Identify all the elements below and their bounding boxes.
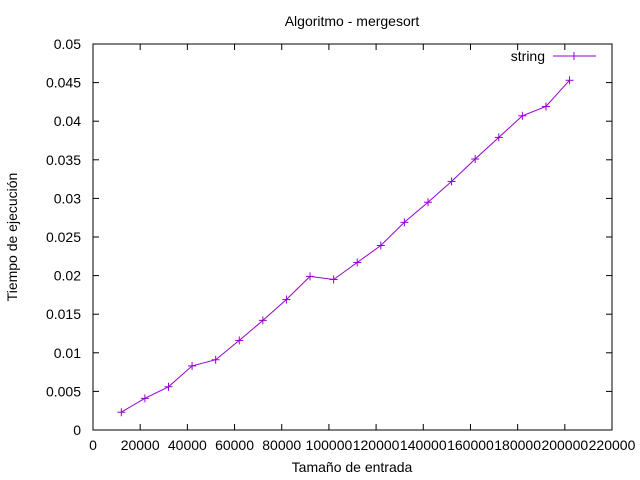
x-axis-ticks: 0 20000 40000 60000 80000 100000 120000 140000 1… bbox=[89, 44, 636, 453]
y-tick-label: 0.04 bbox=[54, 113, 81, 129]
data-point bbox=[117, 408, 126, 417]
data-point bbox=[518, 111, 527, 120]
x-axis-label: Tamaño de entrada bbox=[292, 459, 413, 475]
data-point bbox=[565, 76, 574, 85]
data-point bbox=[353, 258, 362, 267]
data-point bbox=[400, 218, 409, 227]
y-tick-label: 0.035 bbox=[46, 152, 81, 168]
y-tick-label: 0.025 bbox=[46, 229, 81, 245]
legend-marker bbox=[570, 52, 578, 60]
data-point bbox=[494, 133, 503, 142]
y-tick-label: 0.045 bbox=[46, 75, 81, 91]
series-line-string bbox=[121, 79, 570, 413]
y-tick-label: 0.03 bbox=[54, 190, 81, 206]
data-point bbox=[164, 382, 173, 391]
x-tick-label: 180000 bbox=[494, 437, 541, 453]
data-point bbox=[423, 198, 432, 207]
data-point bbox=[211, 355, 220, 364]
x-tick-label: 160000 bbox=[447, 437, 494, 453]
x-tick-label: 60000 bbox=[215, 437, 254, 453]
data-point bbox=[447, 177, 456, 186]
data-point bbox=[329, 275, 338, 284]
legend: string bbox=[511, 48, 596, 64]
y-tick-label: 0.02 bbox=[54, 268, 81, 284]
x-tick-label: 0 bbox=[89, 437, 97, 453]
data-point bbox=[306, 272, 315, 281]
data-point bbox=[140, 394, 149, 403]
data-point bbox=[376, 241, 385, 250]
chart-title: Algoritmo - mergesort bbox=[285, 13, 420, 29]
data-point bbox=[282, 295, 291, 304]
x-tick-label: 80000 bbox=[262, 437, 301, 453]
y-axis-ticks: 0 0.005 0.01 0.015 0.02 0.025 0.03 0.035 0.04 0.0… bbox=[46, 36, 612, 438]
x-tick-label: 220000 bbox=[589, 437, 636, 453]
x-tick-label: 200000 bbox=[541, 437, 588, 453]
x-tick-label: 20000 bbox=[121, 437, 160, 453]
data-point bbox=[258, 316, 267, 325]
x-tick-label: 100000 bbox=[306, 437, 353, 453]
y-tick-label: 0 bbox=[73, 422, 81, 438]
data-point bbox=[235, 336, 244, 345]
x-tick-label: 40000 bbox=[168, 437, 207, 453]
y-tick-label: 0.015 bbox=[46, 306, 81, 322]
data-point bbox=[541, 102, 550, 111]
y-axis-label: Tiempo de ejecución bbox=[4, 173, 20, 302]
data-point bbox=[471, 155, 480, 164]
y-tick-label: 0.005 bbox=[46, 383, 81, 399]
x-tick-label: 140000 bbox=[400, 437, 447, 453]
series-layer bbox=[117, 76, 574, 417]
y-tick-label: 0.05 bbox=[54, 36, 81, 52]
x-tick-label: 120000 bbox=[353, 437, 400, 453]
legend-label: string bbox=[511, 48, 545, 64]
data-point bbox=[188, 361, 197, 370]
y-tick-label: 0.01 bbox=[54, 345, 81, 361]
